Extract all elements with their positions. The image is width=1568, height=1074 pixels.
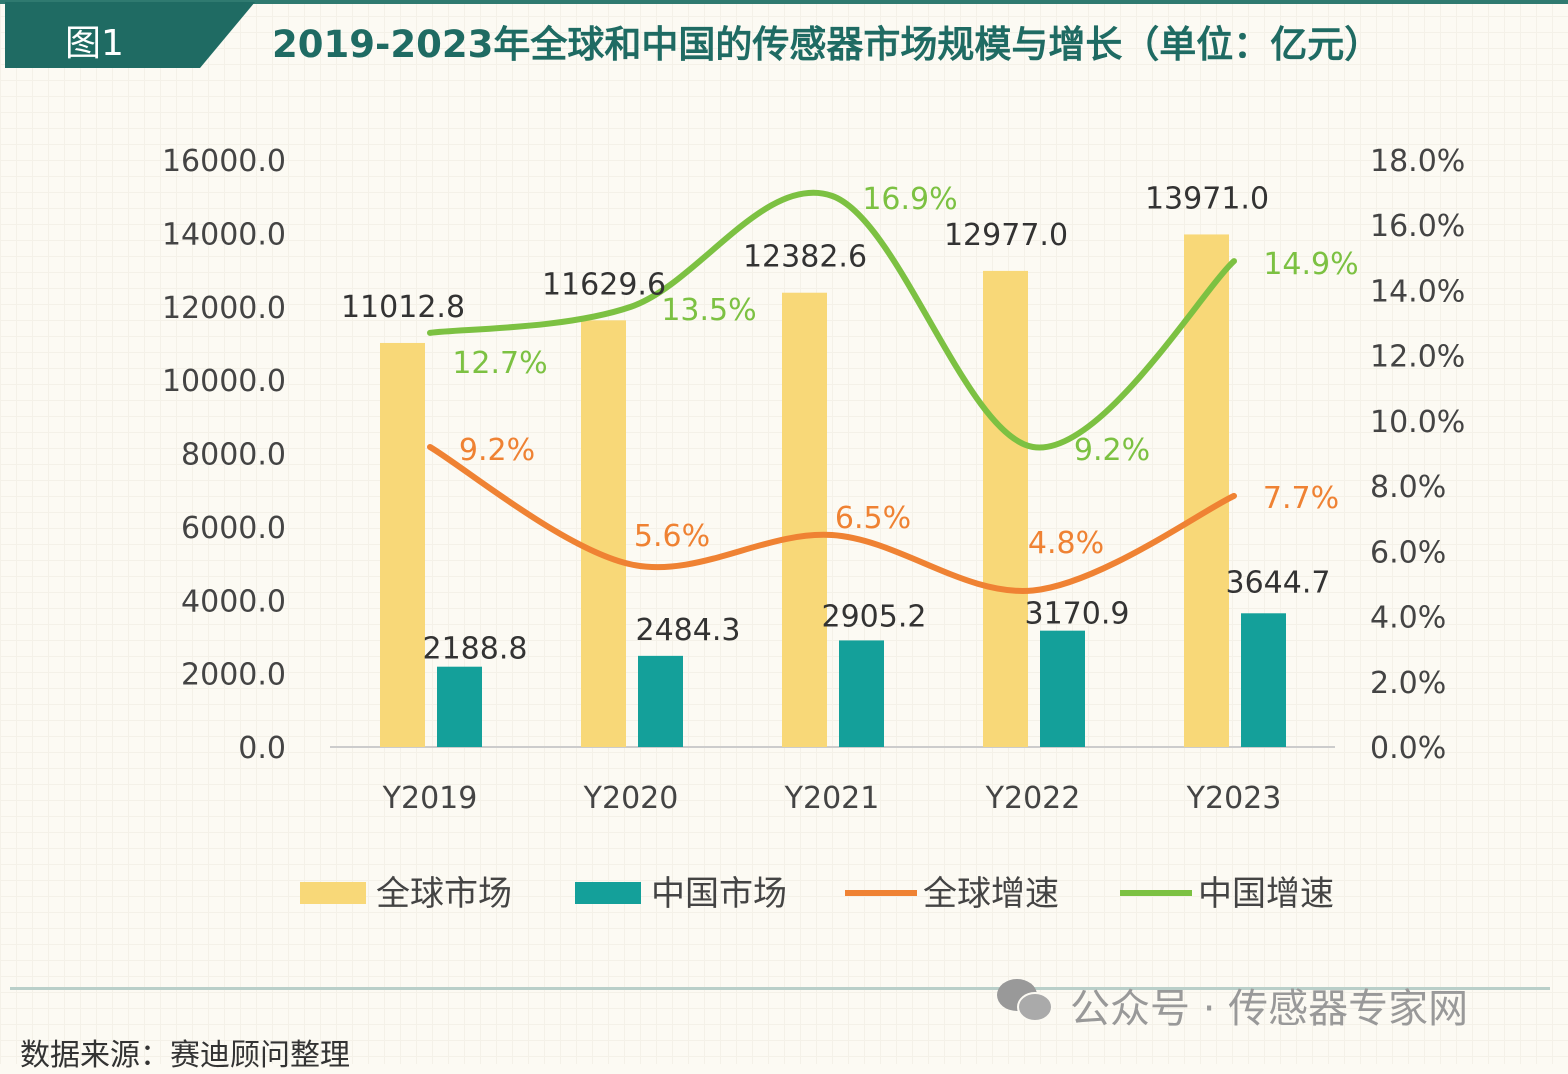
right-tick-label: 8.0% [1370,470,1446,505]
global-growth-label: 7.7% [1263,481,1339,516]
china-growth-label: 9.2% [1074,433,1150,468]
bar-china [1241,613,1286,747]
bar-china-label: 2905.2 [822,599,927,634]
wechat-icon [997,979,1053,1022]
global-growth-label: 4.8% [1028,526,1104,561]
bar-global-label: 12382.6 [743,240,867,275]
left-tick-label: 2000.0 [181,658,286,693]
footer-divider [10,987,1550,990]
bar-china-label: 2484.3 [636,613,741,648]
china-growth-label: 13.5% [661,293,756,328]
category-label: Y2021 [784,781,880,816]
left-tick-label: 12000.0 [162,291,286,326]
global-growth-label: 5.6% [634,519,710,554]
line-global-growth [427,443,1237,594]
category-label: Y2019 [382,781,478,816]
china-growth-label: 14.9% [1263,247,1358,282]
left-tick-label: 8000.0 [181,438,286,473]
right-tick-label: 6.0% [1370,535,1446,570]
left-tick-label: 14000.0 [162,217,286,252]
legend-label: 全球增速 [923,874,1059,914]
category-label: Y2022 [985,781,1081,816]
line-china-growth [427,189,1237,451]
watermark-text: 公众号 · 传感器专家网 [1070,986,1469,1032]
bar-china [1040,630,1085,747]
right-tick-label: 0.0% [1370,731,1446,766]
bar-china [638,655,683,747]
chart: 0.0 2000.0 4000.0 6000.0 8000.0 10000.0 12000.… [162,144,1465,914]
bar-china-label: 3170.9 [1025,597,1130,632]
top-border [0,0,1568,4]
china-growth-label: 16.9% [862,182,957,217]
bar-global-label: 13971.0 [1145,181,1269,216]
right-tick-label: 10.0% [1370,405,1465,440]
bar-global-label: 11629.6 [542,267,666,302]
bar-china-label: 2188.8 [423,632,528,667]
bar-china [839,640,884,747]
left-tick-label: 6000.0 [181,511,286,546]
legend-label: 中国市场 [651,874,787,914]
bar-global [782,292,827,747]
right-tick-label: 4.0% [1370,601,1446,636]
global-growth-label: 9.2% [459,433,535,468]
global-growth-label: 6.5% [835,501,911,536]
bar-global [983,270,1028,747]
legend-swatch [575,882,641,904]
legend-label: 全球市场 [376,874,512,914]
china-growth-label: 12.7% [452,346,547,381]
bar-global [380,342,425,747]
bar-china-label: 3644.7 [1226,565,1331,600]
right-tick-label: 12.0% [1370,340,1465,375]
data-source: 数据来源：赛迪顾问整理 [20,1038,350,1073]
figure-number: 图1 [65,23,124,64]
left-tick-label: 4000.0 [181,584,286,619]
legend-label: 中国增速 [1198,874,1334,914]
bar-china [437,666,482,747]
right-tick-label: 16.0% [1370,209,1465,244]
bar-global-label: 11012.8 [341,290,465,325]
right-tick-label: 18.0% [1370,144,1465,179]
bar-global [1184,234,1229,747]
left-tick-label: 10000.0 [162,364,286,399]
right-tick-label: 14.0% [1370,274,1465,309]
right-tick-label: 2.0% [1370,666,1446,701]
left-tick-label: 0.0 [238,731,286,766]
left-tick-label: 16000.0 [162,144,286,179]
bar-global-label: 12977.0 [944,218,1068,253]
legend-swatch [300,882,366,904]
category-label: Y2023 [1186,781,1282,816]
bar-global [581,320,626,747]
category-label: Y2020 [583,781,679,816]
chart-title: 2019-2023年全球和中国的传感器市场规模与增长（单位：亿元） [272,23,1382,66]
